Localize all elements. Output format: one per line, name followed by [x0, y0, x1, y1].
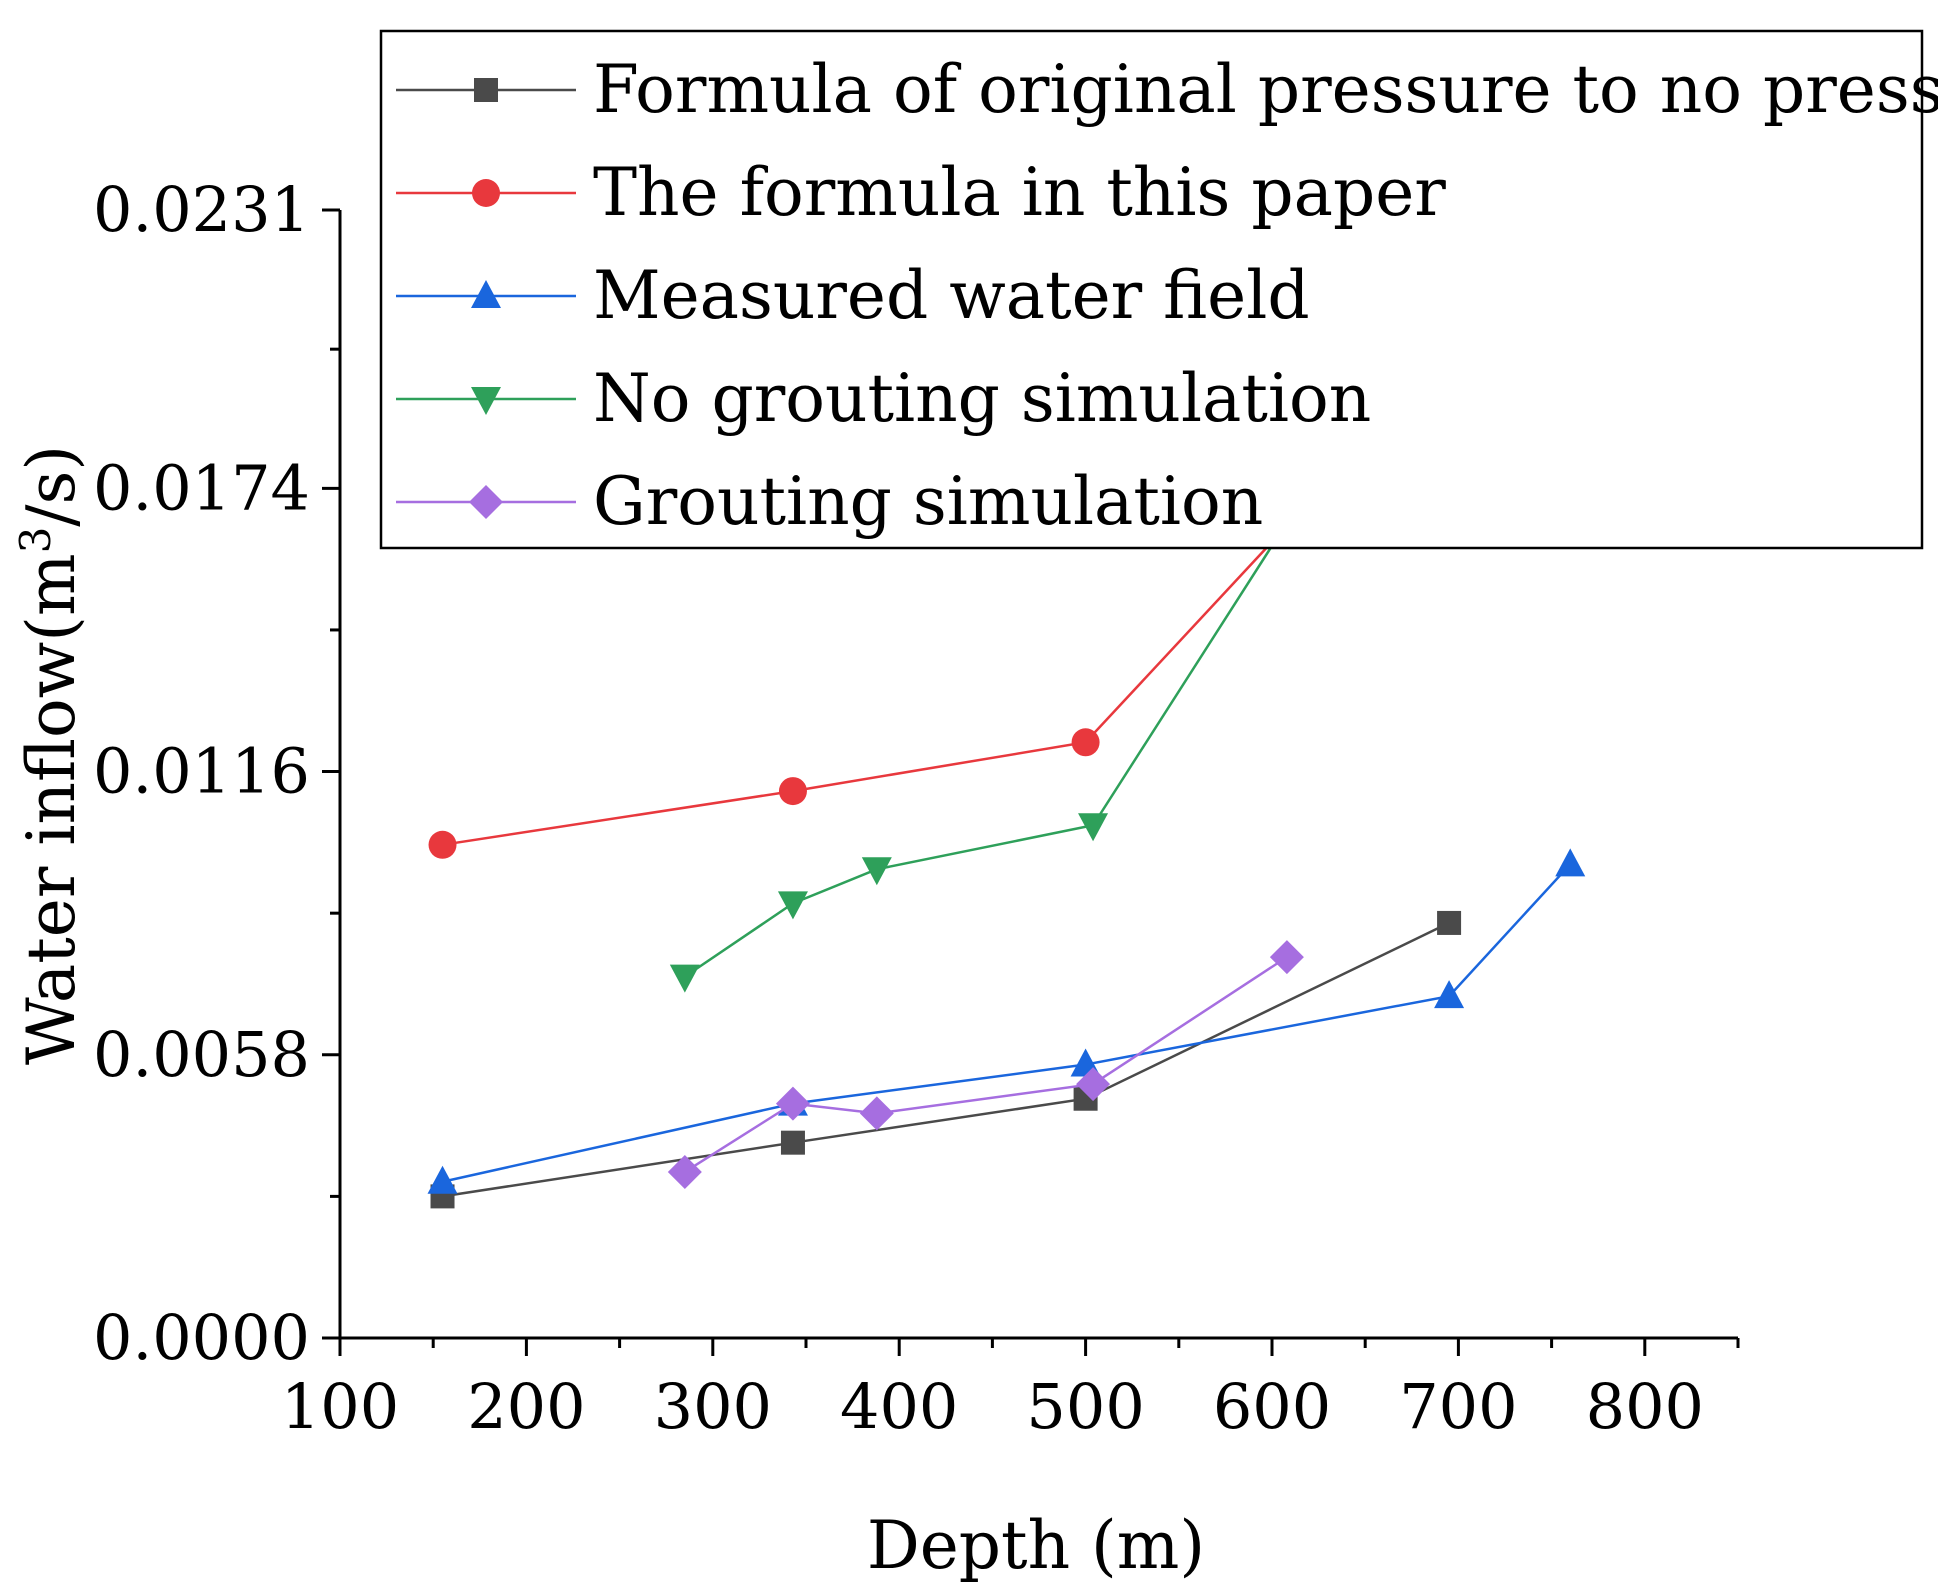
y-axis-title-rest: /s): [13, 445, 90, 527]
y-axis-title: Water inflow(m3/s): [11, 445, 91, 1065]
data-point: [1434, 980, 1465, 1009]
series-line: [684, 521, 1288, 978]
data-point: [1071, 728, 1100, 757]
x-tick-label: 200: [467, 1370, 585, 1443]
series-line: [442, 921, 1450, 1198]
series-square: [430, 910, 1462, 1209]
legend-item: Grouting simulation: [396, 463, 1263, 540]
y-tick-label: 0.0058: [93, 1018, 310, 1091]
legend-item: No grouting simulation: [396, 360, 1371, 437]
legend-label: Formula of original pressure to no press…: [593, 51, 1938, 128]
x-tick-label: 700: [1399, 1370, 1517, 1443]
data-point: [1555, 848, 1586, 877]
x-tick-label: 500: [1026, 1370, 1144, 1443]
y-axis-title-main: Water inflow(m: [13, 553, 90, 1065]
x-tick-label: 800: [1586, 1370, 1704, 1443]
series-triangle-up: [427, 848, 1586, 1194]
data-point: [1269, 940, 1304, 975]
data-point: [778, 777, 807, 806]
legend-label: No grouting simulation: [593, 360, 1371, 437]
legend-label: The formula in this paper: [593, 154, 1446, 231]
legend-item: Formula of original pressure to no press…: [396, 51, 1938, 128]
x-tick-label: 100: [281, 1370, 399, 1443]
data-point: [861, 857, 892, 886]
legend-marker: [474, 78, 498, 102]
legend-marker: [469, 485, 503, 519]
axes: [338, 210, 1738, 1340]
legend-label: Grouting simulation: [593, 463, 1263, 540]
legend-label: Measured water field: [593, 257, 1310, 334]
data-point: [667, 1154, 702, 1189]
data-point: [1078, 813, 1109, 842]
y-tick-label: 0.0000: [93, 1301, 310, 1374]
legend-item: The formula in this paper: [396, 154, 1446, 231]
y-tick-label: 0.0116: [93, 735, 310, 808]
legend-marker: [472, 179, 500, 207]
y-axis-title-superscript: 3: [11, 527, 60, 554]
data-point: [428, 830, 457, 859]
data-point: [1076, 1067, 1111, 1102]
series-line: [684, 956, 1288, 1174]
legend-marker: [471, 280, 501, 308]
legend: Formula of original pressure to no press…: [379, 29, 1938, 550]
legend-frame: [379, 29, 1924, 550]
data-point: [1437, 910, 1462, 935]
x-tick-label: 400: [840, 1370, 958, 1443]
data-point: [859, 1096, 894, 1131]
x-tick-label: 300: [654, 1370, 772, 1443]
series-line: [442, 863, 1572, 1183]
y-tick-label: 0.0231: [93, 173, 310, 246]
data-point: [780, 1130, 805, 1155]
data-point: [775, 1086, 810, 1121]
legend-item: Measured water field: [396, 257, 1310, 334]
data-point: [777, 891, 808, 920]
series-diamond: [667, 940, 1304, 1189]
data-point: [427, 1165, 458, 1194]
x-axis-title: Depth (m): [867, 1507, 1205, 1584]
series-triangle-down: [669, 510, 1302, 993]
legend-marker: [471, 387, 501, 415]
x-tick-label: 600: [1213, 1370, 1331, 1443]
data-point: [669, 964, 700, 993]
x-axis-ticks: 100 200 300 400 500 600 700 800: [281, 1338, 1740, 1443]
y-tick-label: 0.0174: [93, 451, 310, 524]
y-axis-ticks: 0.0000 0.0058 0.0116 0.0174 0.0231: [93, 173, 340, 1374]
